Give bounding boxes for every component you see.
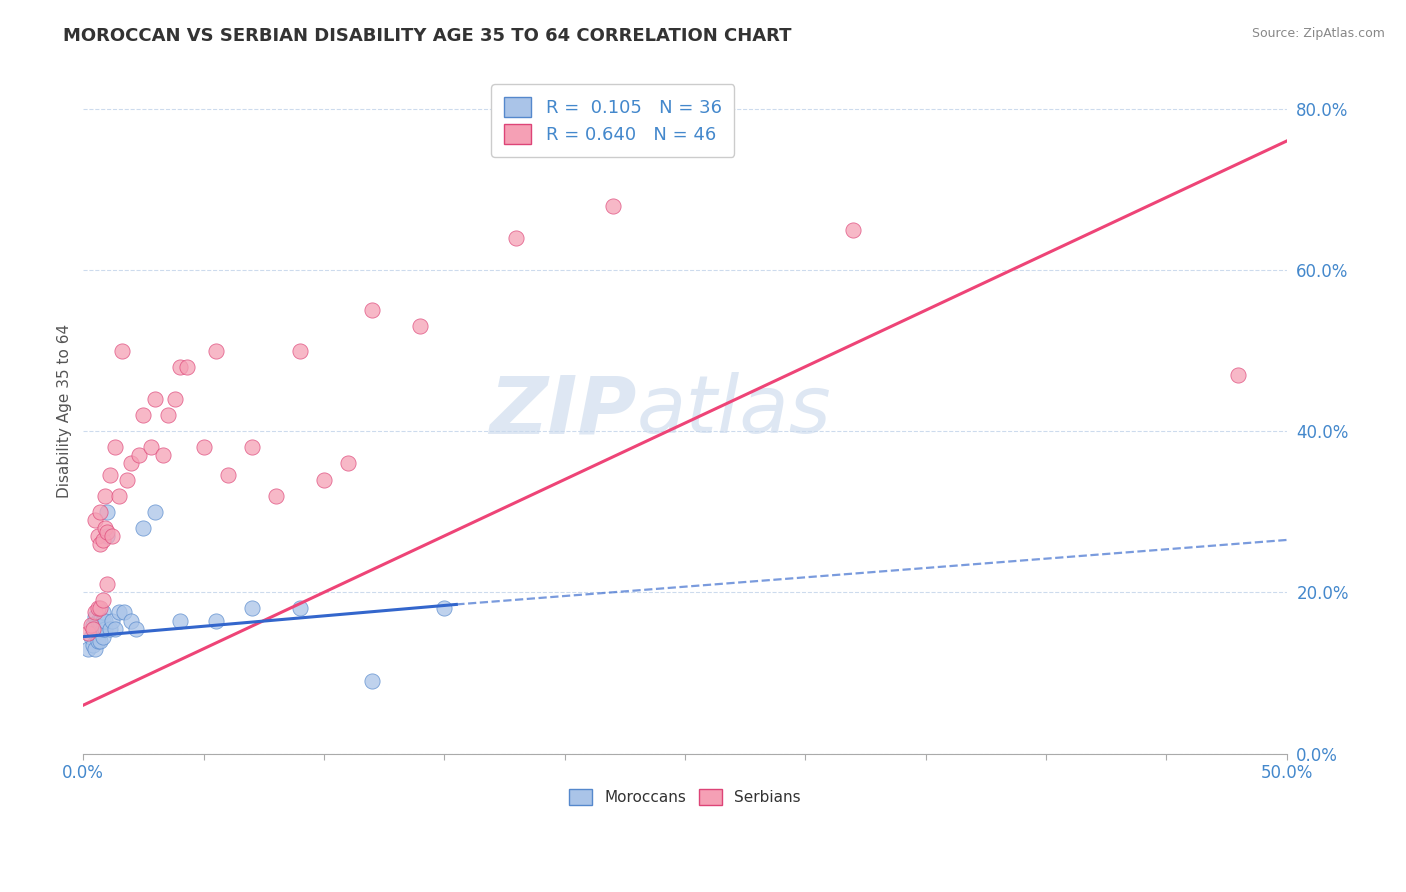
Point bbox=[312, 473, 335, 487]
Point bbox=[152, 448, 174, 462]
Point bbox=[96, 524, 118, 539]
Point bbox=[87, 633, 110, 648]
Point bbox=[139, 440, 162, 454]
Point bbox=[108, 606, 131, 620]
Point bbox=[433, 601, 456, 615]
Point bbox=[101, 529, 124, 543]
Point bbox=[842, 223, 865, 237]
Text: MOROCCAN VS SERBIAN DISABILITY AGE 35 TO 64 CORRELATION CHART: MOROCCAN VS SERBIAN DISABILITY AGE 35 TO… bbox=[63, 27, 792, 45]
Point bbox=[103, 622, 125, 636]
Point bbox=[89, 614, 111, 628]
Point bbox=[84, 625, 107, 640]
Point bbox=[96, 529, 118, 543]
Point bbox=[240, 601, 263, 615]
Point bbox=[87, 601, 110, 615]
Point bbox=[264, 489, 287, 503]
Point bbox=[101, 614, 124, 628]
Point bbox=[96, 505, 118, 519]
Text: Source: ZipAtlas.com: Source: ZipAtlas.com bbox=[1251, 27, 1385, 40]
Point bbox=[98, 468, 121, 483]
Point bbox=[288, 343, 311, 358]
Point bbox=[204, 343, 226, 358]
Point bbox=[87, 614, 110, 628]
Point bbox=[91, 630, 114, 644]
Point bbox=[91, 606, 114, 620]
Point bbox=[94, 489, 117, 503]
Point bbox=[79, 617, 101, 632]
Legend: Moroccans, Serbians: Moroccans, Serbians bbox=[560, 780, 810, 814]
Point bbox=[115, 473, 138, 487]
Point bbox=[120, 457, 142, 471]
Point bbox=[361, 673, 384, 688]
Point bbox=[84, 606, 107, 620]
Point bbox=[89, 505, 111, 519]
Point bbox=[169, 614, 191, 628]
Point bbox=[89, 622, 111, 636]
Point bbox=[1227, 368, 1250, 382]
Point bbox=[98, 622, 121, 636]
Point bbox=[145, 505, 167, 519]
Y-axis label: Disability Age 35 to 64: Disability Age 35 to 64 bbox=[58, 324, 72, 498]
Point bbox=[217, 468, 239, 483]
Point bbox=[91, 614, 114, 628]
Point bbox=[169, 359, 191, 374]
Point bbox=[288, 601, 311, 615]
Point bbox=[91, 593, 114, 607]
Point bbox=[84, 641, 107, 656]
Point bbox=[108, 489, 131, 503]
Point bbox=[84, 609, 107, 624]
Text: atlas: atlas bbox=[637, 372, 831, 450]
Point bbox=[204, 614, 226, 628]
Point bbox=[91, 533, 114, 547]
Point bbox=[120, 614, 142, 628]
Point bbox=[84, 513, 107, 527]
Point bbox=[132, 408, 155, 422]
Point bbox=[89, 633, 111, 648]
Point bbox=[89, 601, 111, 615]
Point bbox=[163, 392, 186, 406]
Point bbox=[103, 440, 125, 454]
Point bbox=[240, 440, 263, 454]
Point bbox=[156, 408, 179, 422]
Point bbox=[77, 641, 100, 656]
Point bbox=[128, 448, 150, 462]
Point bbox=[79, 630, 101, 644]
Point bbox=[505, 231, 527, 245]
Point bbox=[125, 622, 148, 636]
Point bbox=[111, 343, 134, 358]
Point bbox=[82, 622, 104, 636]
Point bbox=[87, 529, 110, 543]
Point bbox=[82, 638, 104, 652]
Point bbox=[193, 440, 215, 454]
Point bbox=[602, 198, 624, 212]
Point bbox=[94, 614, 117, 628]
Point bbox=[409, 319, 432, 334]
Point bbox=[132, 521, 155, 535]
Point bbox=[96, 577, 118, 591]
Text: ZIP: ZIP bbox=[489, 372, 637, 450]
Point bbox=[176, 359, 198, 374]
Point bbox=[145, 392, 167, 406]
Point bbox=[77, 625, 100, 640]
Point bbox=[91, 622, 114, 636]
Point bbox=[94, 521, 117, 535]
Point bbox=[361, 303, 384, 318]
Point bbox=[82, 617, 104, 632]
Point bbox=[112, 606, 135, 620]
Point bbox=[89, 537, 111, 551]
Point bbox=[94, 622, 117, 636]
Point bbox=[87, 622, 110, 636]
Point bbox=[337, 457, 360, 471]
